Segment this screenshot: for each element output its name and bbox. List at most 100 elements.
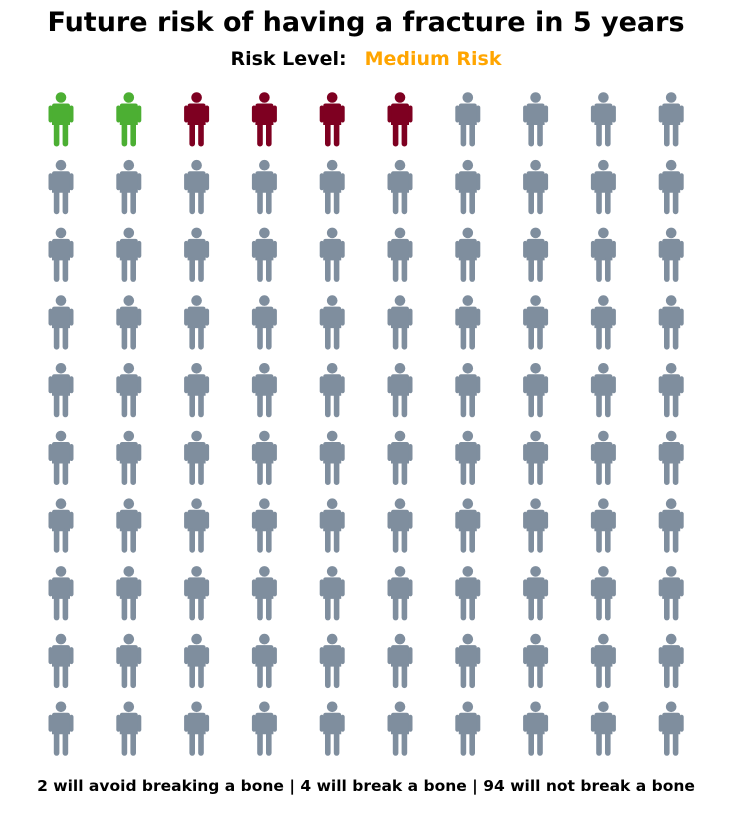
person-icon: [658, 430, 684, 485]
person-icon: [116, 566, 142, 621]
person-icon: [116, 227, 142, 282]
person-icon: [184, 363, 210, 418]
person-icon: [48, 633, 74, 689]
person-icon: [455, 295, 481, 350]
person-icon: [387, 159, 413, 215]
person-icon: [184, 159, 210, 215]
person-icon: [116, 363, 142, 418]
person-icon: [184, 295, 210, 350]
person-icon: [387, 363, 413, 418]
person-icon: [48, 92, 74, 147]
person-icon: [48, 498, 74, 553]
person-icon: [523, 498, 549, 553]
person-icon: [319, 295, 345, 350]
person-icon: [319, 92, 345, 147]
person-icon: [251, 498, 277, 553]
person-icon: [590, 92, 616, 147]
person-icon: [251, 430, 277, 485]
person-icon: [319, 498, 345, 553]
person-icon: [251, 363, 277, 418]
person-icon: [658, 295, 684, 350]
person-icon: [319, 430, 345, 485]
person-icon: [387, 92, 413, 147]
person-icon: [455, 227, 481, 282]
person-icon: [455, 701, 481, 756]
risk-level-label: Risk Level:: [230, 48, 347, 70]
person-icon: [387, 295, 413, 350]
person-icon: [184, 227, 210, 282]
person-icon: [523, 566, 549, 621]
person-icon: [590, 363, 616, 418]
person-icon: [319, 363, 345, 418]
person-icon: [523, 159, 549, 215]
person-icon: [590, 159, 616, 215]
person-icon: [116, 430, 142, 485]
person-icon: [590, 295, 616, 350]
person-icon: [658, 363, 684, 418]
person-icon: [387, 227, 413, 282]
person-icon: [184, 92, 210, 147]
person-icon: [184, 430, 210, 485]
icon-array: [48, 92, 684, 756]
person-icon: [319, 159, 345, 215]
person-icon: [251, 633, 277, 689]
person-icon: [116, 633, 142, 689]
person-icon: [251, 159, 277, 215]
person-icon: [184, 633, 210, 689]
person-icon: [184, 701, 210, 756]
person-icon: [387, 566, 413, 621]
person-icon: [184, 498, 210, 553]
person-icon: [251, 295, 277, 350]
person-icon: [251, 227, 277, 282]
person-icon: [590, 498, 616, 553]
person-icon: [658, 227, 684, 282]
person-icon: [251, 566, 277, 621]
person-icon: [590, 227, 616, 282]
person-icon: [251, 92, 277, 147]
person-icon: [48, 701, 74, 756]
person-icon: [455, 92, 481, 147]
person-icon: [48, 227, 74, 282]
person-icon: [523, 295, 549, 350]
person-icon: [455, 566, 481, 621]
person-icon: [658, 92, 684, 147]
person-icon: [48, 295, 74, 350]
person-icon: [590, 701, 616, 756]
person-icon: [184, 566, 210, 621]
person-icon: [590, 566, 616, 621]
person-icon: [251, 701, 277, 756]
person-icon: [590, 430, 616, 485]
person-icon: [48, 159, 74, 215]
person-icon: [116, 295, 142, 350]
person-icon: [658, 498, 684, 553]
person-icon: [455, 633, 481, 689]
person-icon: [455, 363, 481, 418]
person-icon: [116, 701, 142, 756]
person-icon: [455, 498, 481, 553]
person-icon: [523, 430, 549, 485]
person-icon: [455, 159, 481, 215]
risk-level-value: Medium Risk: [364, 48, 502, 70]
chart-title: Future risk of having a fracture in 5 ye…: [47, 7, 685, 38]
person-icon: [387, 701, 413, 756]
person-icon: [658, 159, 684, 215]
person-icon: [523, 633, 549, 689]
person-icon: [658, 566, 684, 621]
summary-caption: 2 will avoid breaking a bone | 4 will br…: [37, 777, 695, 795]
person-icon: [387, 430, 413, 485]
person-icon: [523, 701, 549, 756]
person-icon: [523, 227, 549, 282]
person-icon: [387, 498, 413, 553]
person-icon: [455, 430, 481, 485]
person-icon: [48, 566, 74, 621]
person-icon: [116, 498, 142, 553]
risk-level: Risk Level: Medium Risk: [0, 46, 732, 72]
person-icon: [48, 430, 74, 485]
person-icon: [590, 633, 616, 689]
person-icon: [523, 92, 549, 147]
person-icon: [387, 633, 413, 689]
person-icon: [116, 159, 142, 215]
person-icon: [319, 566, 345, 621]
person-icon: [319, 701, 345, 756]
person-icon: [48, 363, 74, 418]
